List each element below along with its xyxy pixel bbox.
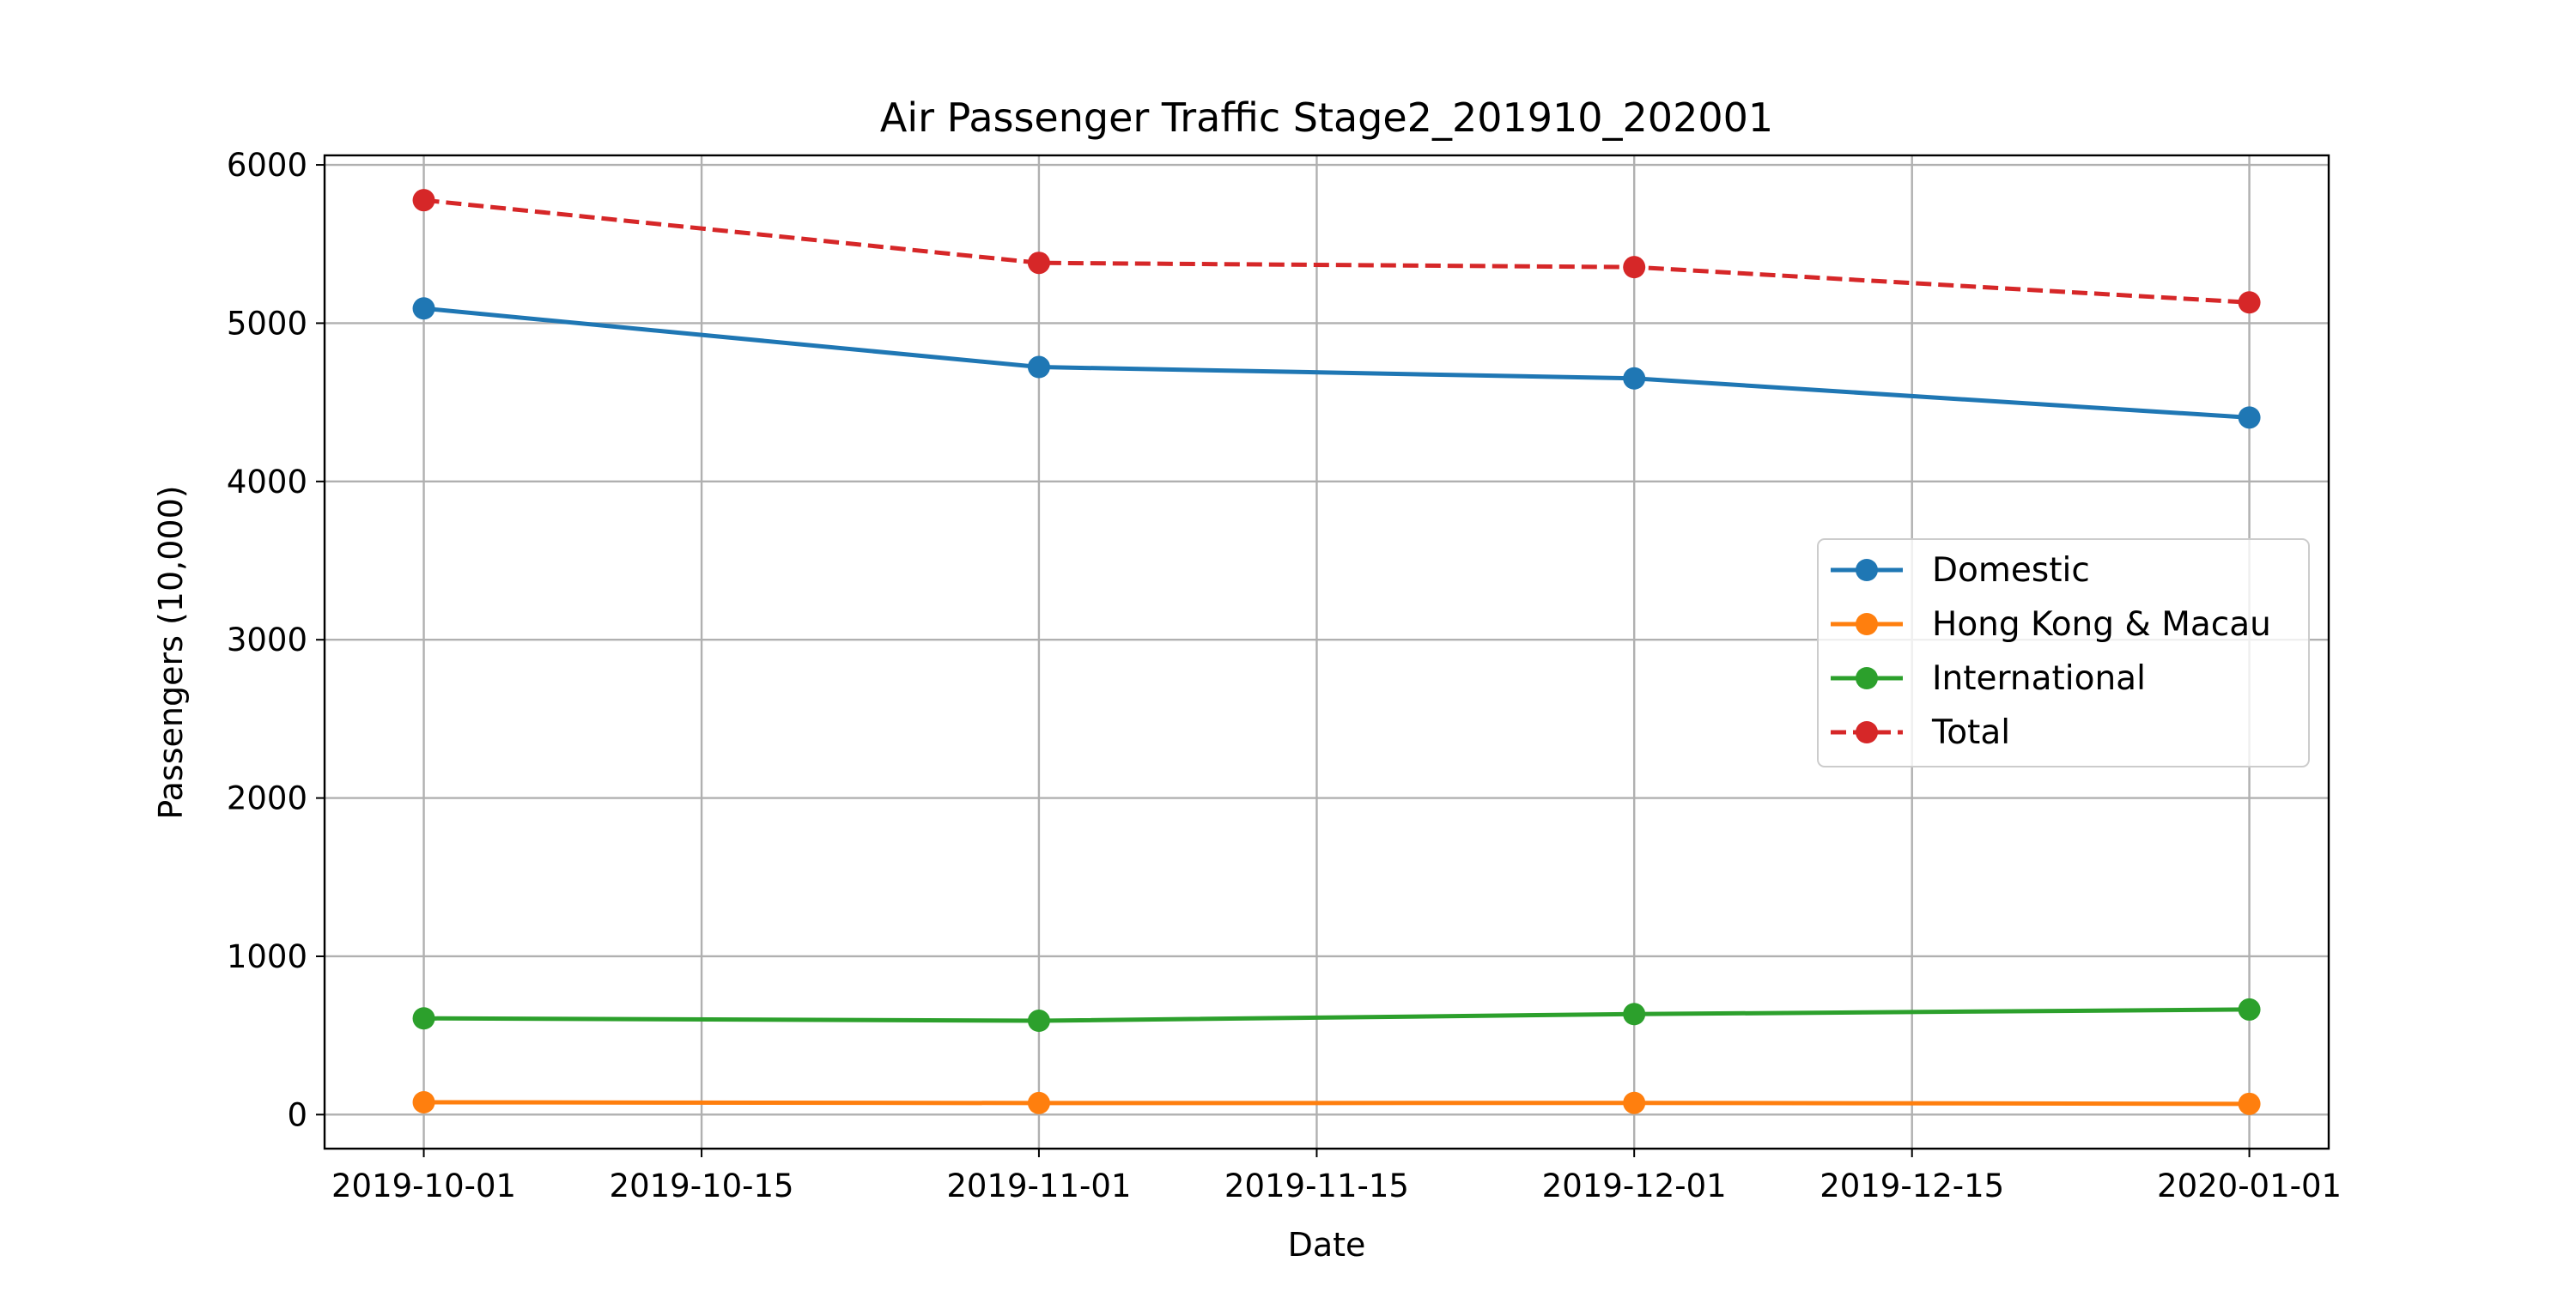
x-tick-label: 2019-10-01: [331, 1168, 516, 1204]
x-tick-label: 2019-11-15: [1224, 1168, 1409, 1204]
series-line-hong-kong-macau: [423, 1100, 2250, 1107]
y-axis-label: Passengers (10,000): [152, 485, 190, 819]
data-point-hong-kong-macau: [2238, 1092, 2261, 1115]
series-hong-kong-macau: [412, 1090, 2261, 1115]
data-point-international: [1027, 1010, 1050, 1033]
y-tick-label: 0: [287, 1096, 307, 1133]
data-point-total: [1027, 252, 1050, 275]
y-tick-label: 5000: [227, 305, 307, 342]
x-tick-label: 2019-10-15: [610, 1168, 794, 1204]
data-point-domestic: [2238, 406, 2261, 429]
data-point-hong-kong-macau: [1027, 1091, 1050, 1114]
legend-item: Total: [1831, 713, 2010, 752]
data-point-total: [1623, 256, 1646, 279]
x-tick-label: 2019-11-01: [946, 1168, 1131, 1204]
y-tick-label: 4000: [227, 464, 307, 500]
series-group: [412, 189, 2261, 1115]
data-point-hong-kong-macau: [412, 1090, 435, 1113]
legend-marker: [1856, 667, 1878, 689]
x-axis-label: Date: [1288, 1226, 1366, 1264]
data-point-total: [412, 189, 435, 212]
series-line-domestic: [423, 306, 2250, 420]
y-tick-label: 1000: [227, 938, 307, 975]
legend-label: Hong Kong & Macau: [1932, 605, 2271, 644]
legend-marker: [1856, 721, 1878, 743]
series-international: [412, 998, 2261, 1033]
x-tick-label: 2019-12-01: [1542, 1168, 1727, 1204]
plot-frame: [323, 154, 2330, 1150]
legend-item: International: [1831, 659, 2146, 698]
legend: Domestic Hong Kong & Macau International To…: [1817, 538, 2310, 767]
data-point-international: [1623, 1003, 1646, 1026]
data-point-international: [412, 1007, 435, 1030]
series-total: [412, 189, 2261, 314]
data-point-international: [2238, 998, 2261, 1021]
axis-ticks: 2019-10-01 2019-10-15 2019-11-01 2019-11-15…: [227, 147, 2342, 1204]
y-tick-label: 2000: [227, 780, 307, 817]
legend-item: Hong Kong & Macau: [1831, 605, 2271, 644]
legend-item: Domestic: [1831, 551, 2090, 590]
legend-box: [1817, 538, 2310, 767]
series-domestic: [412, 297, 2261, 429]
data-point-domestic: [412, 297, 435, 320]
x-tick-label: 2020-01-01: [2157, 1168, 2342, 1204]
data-point-domestic: [1623, 367, 1646, 390]
legend-marker: [1856, 613, 1878, 635]
legend-marker: [1856, 559, 1878, 581]
data-point-hong-kong-macau: [1623, 1091, 1646, 1114]
chart-title: Air Passenger Traffic Stage2_201910_2020…: [880, 94, 1773, 141]
x-tick-label: 2019-12-15: [1820, 1168, 2004, 1204]
legend-label: Domestic: [1932, 551, 2090, 590]
y-tick-label: 6000: [227, 147, 307, 184]
series-line-total: [423, 197, 2250, 305]
legend-label: Total: [1931, 713, 2010, 752]
data-point-domestic: [1027, 355, 1050, 379]
legend-label: International: [1932, 659, 2146, 698]
data-point-total: [2238, 291, 2261, 314]
y-tick-label: 3000: [227, 622, 307, 658]
series-line-international: [423, 1007, 2250, 1023]
